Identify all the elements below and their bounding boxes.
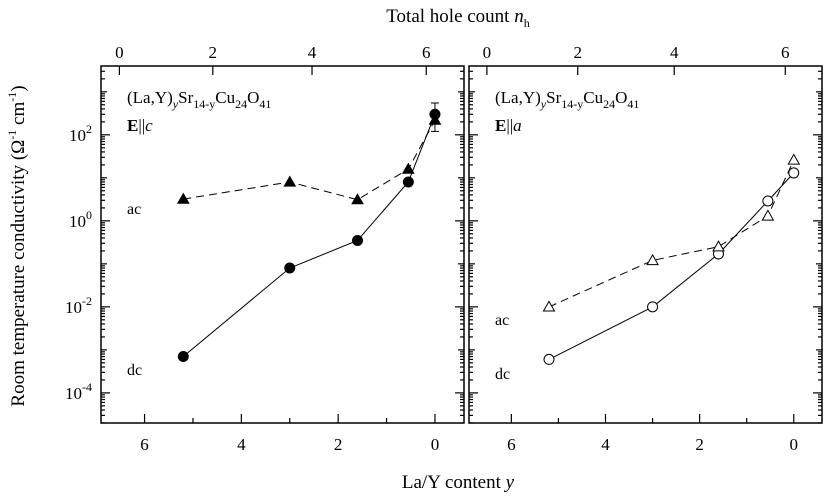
series-label-dc: dc: [495, 366, 510, 383]
dc-series-line: [548, 172, 795, 360]
dc-series-line: [182, 114, 436, 357]
x-tick-label: 2: [695, 435, 704, 454]
top-tick-label: 0: [483, 43, 492, 62]
dc-point: [352, 234, 364, 246]
ac-series-line: [548, 159, 795, 308]
x-tick-label: 6: [140, 435, 149, 454]
ac-point: [712, 240, 725, 252]
dc-point: [543, 353, 555, 365]
dc-point: [402, 176, 414, 188]
series-label-ac: ac: [495, 312, 509, 329]
ac-series-line: [183, 119, 436, 201]
y-axis-title: Room temperature conductivity (Ω-1 cm-1): [5, 85, 29, 406]
x-tick-label: 4: [601, 435, 610, 454]
top-tick-label: 0: [115, 43, 124, 62]
ac-point: [283, 175, 297, 187]
formula-label: (La,Y)ySr14-yCu24O41: [495, 88, 639, 111]
x-tick-label: 0: [790, 435, 799, 454]
ac-point: [351, 193, 364, 205]
x-tick-label: 2: [334, 435, 343, 454]
ac-point: [401, 162, 415, 174]
top-tick-label: 4: [308, 43, 317, 62]
ac-point: [176, 192, 190, 204]
top-tick-label: 2: [573, 43, 582, 62]
y-tick-label: 100: [69, 208, 92, 231]
dc-point: [647, 301, 659, 313]
x-tick-label: 0: [431, 435, 440, 454]
top-tick-label: 4: [670, 43, 679, 62]
y-tick-label: 10-2: [65, 294, 92, 317]
top-tick-label: 6: [422, 43, 431, 62]
ac-point: [542, 300, 556, 312]
dc-point: [284, 262, 296, 274]
field-direction-label: E||a: [495, 116, 522, 135]
data-layer: [176, 102, 801, 365]
panel-frame-1: [100, 65, 465, 424]
text-layer: 6 4 2 0 0 2 4 6 (La,Y)ySr14-yCu24O41 E||c ac dc 6 4 2 0…: [5, 6, 798, 493]
series-label-ac: ac: [127, 201, 141, 218]
top-tick-label: 6: [781, 43, 790, 62]
dc-point: [177, 351, 189, 363]
y-tick-label: 10-4: [65, 380, 92, 403]
dc-point: [762, 195, 774, 207]
y-tick-label: 102: [69, 122, 92, 145]
axes-layer: [100, 65, 823, 424]
bottom-axis-title: La/Y content y: [402, 472, 515, 493]
dc-point: [788, 167, 800, 179]
panel-frame-2: [468, 65, 823, 424]
field-direction-label: E||c: [127, 116, 153, 135]
formula-label: (La,Y)ySr14-yCu24O41: [127, 88, 271, 111]
ac-point: [787, 153, 801, 165]
ac-point: [646, 253, 659, 266]
x-tick-label: 6: [507, 435, 516, 454]
x-tick-label: 4: [237, 435, 246, 454]
series-label-dc: dc: [127, 362, 142, 379]
top-axis-title: Total hole count nh: [386, 6, 529, 30]
top-tick-label: 2: [209, 43, 218, 62]
ac-point: [428, 113, 442, 125]
ac-point: [761, 209, 775, 221]
